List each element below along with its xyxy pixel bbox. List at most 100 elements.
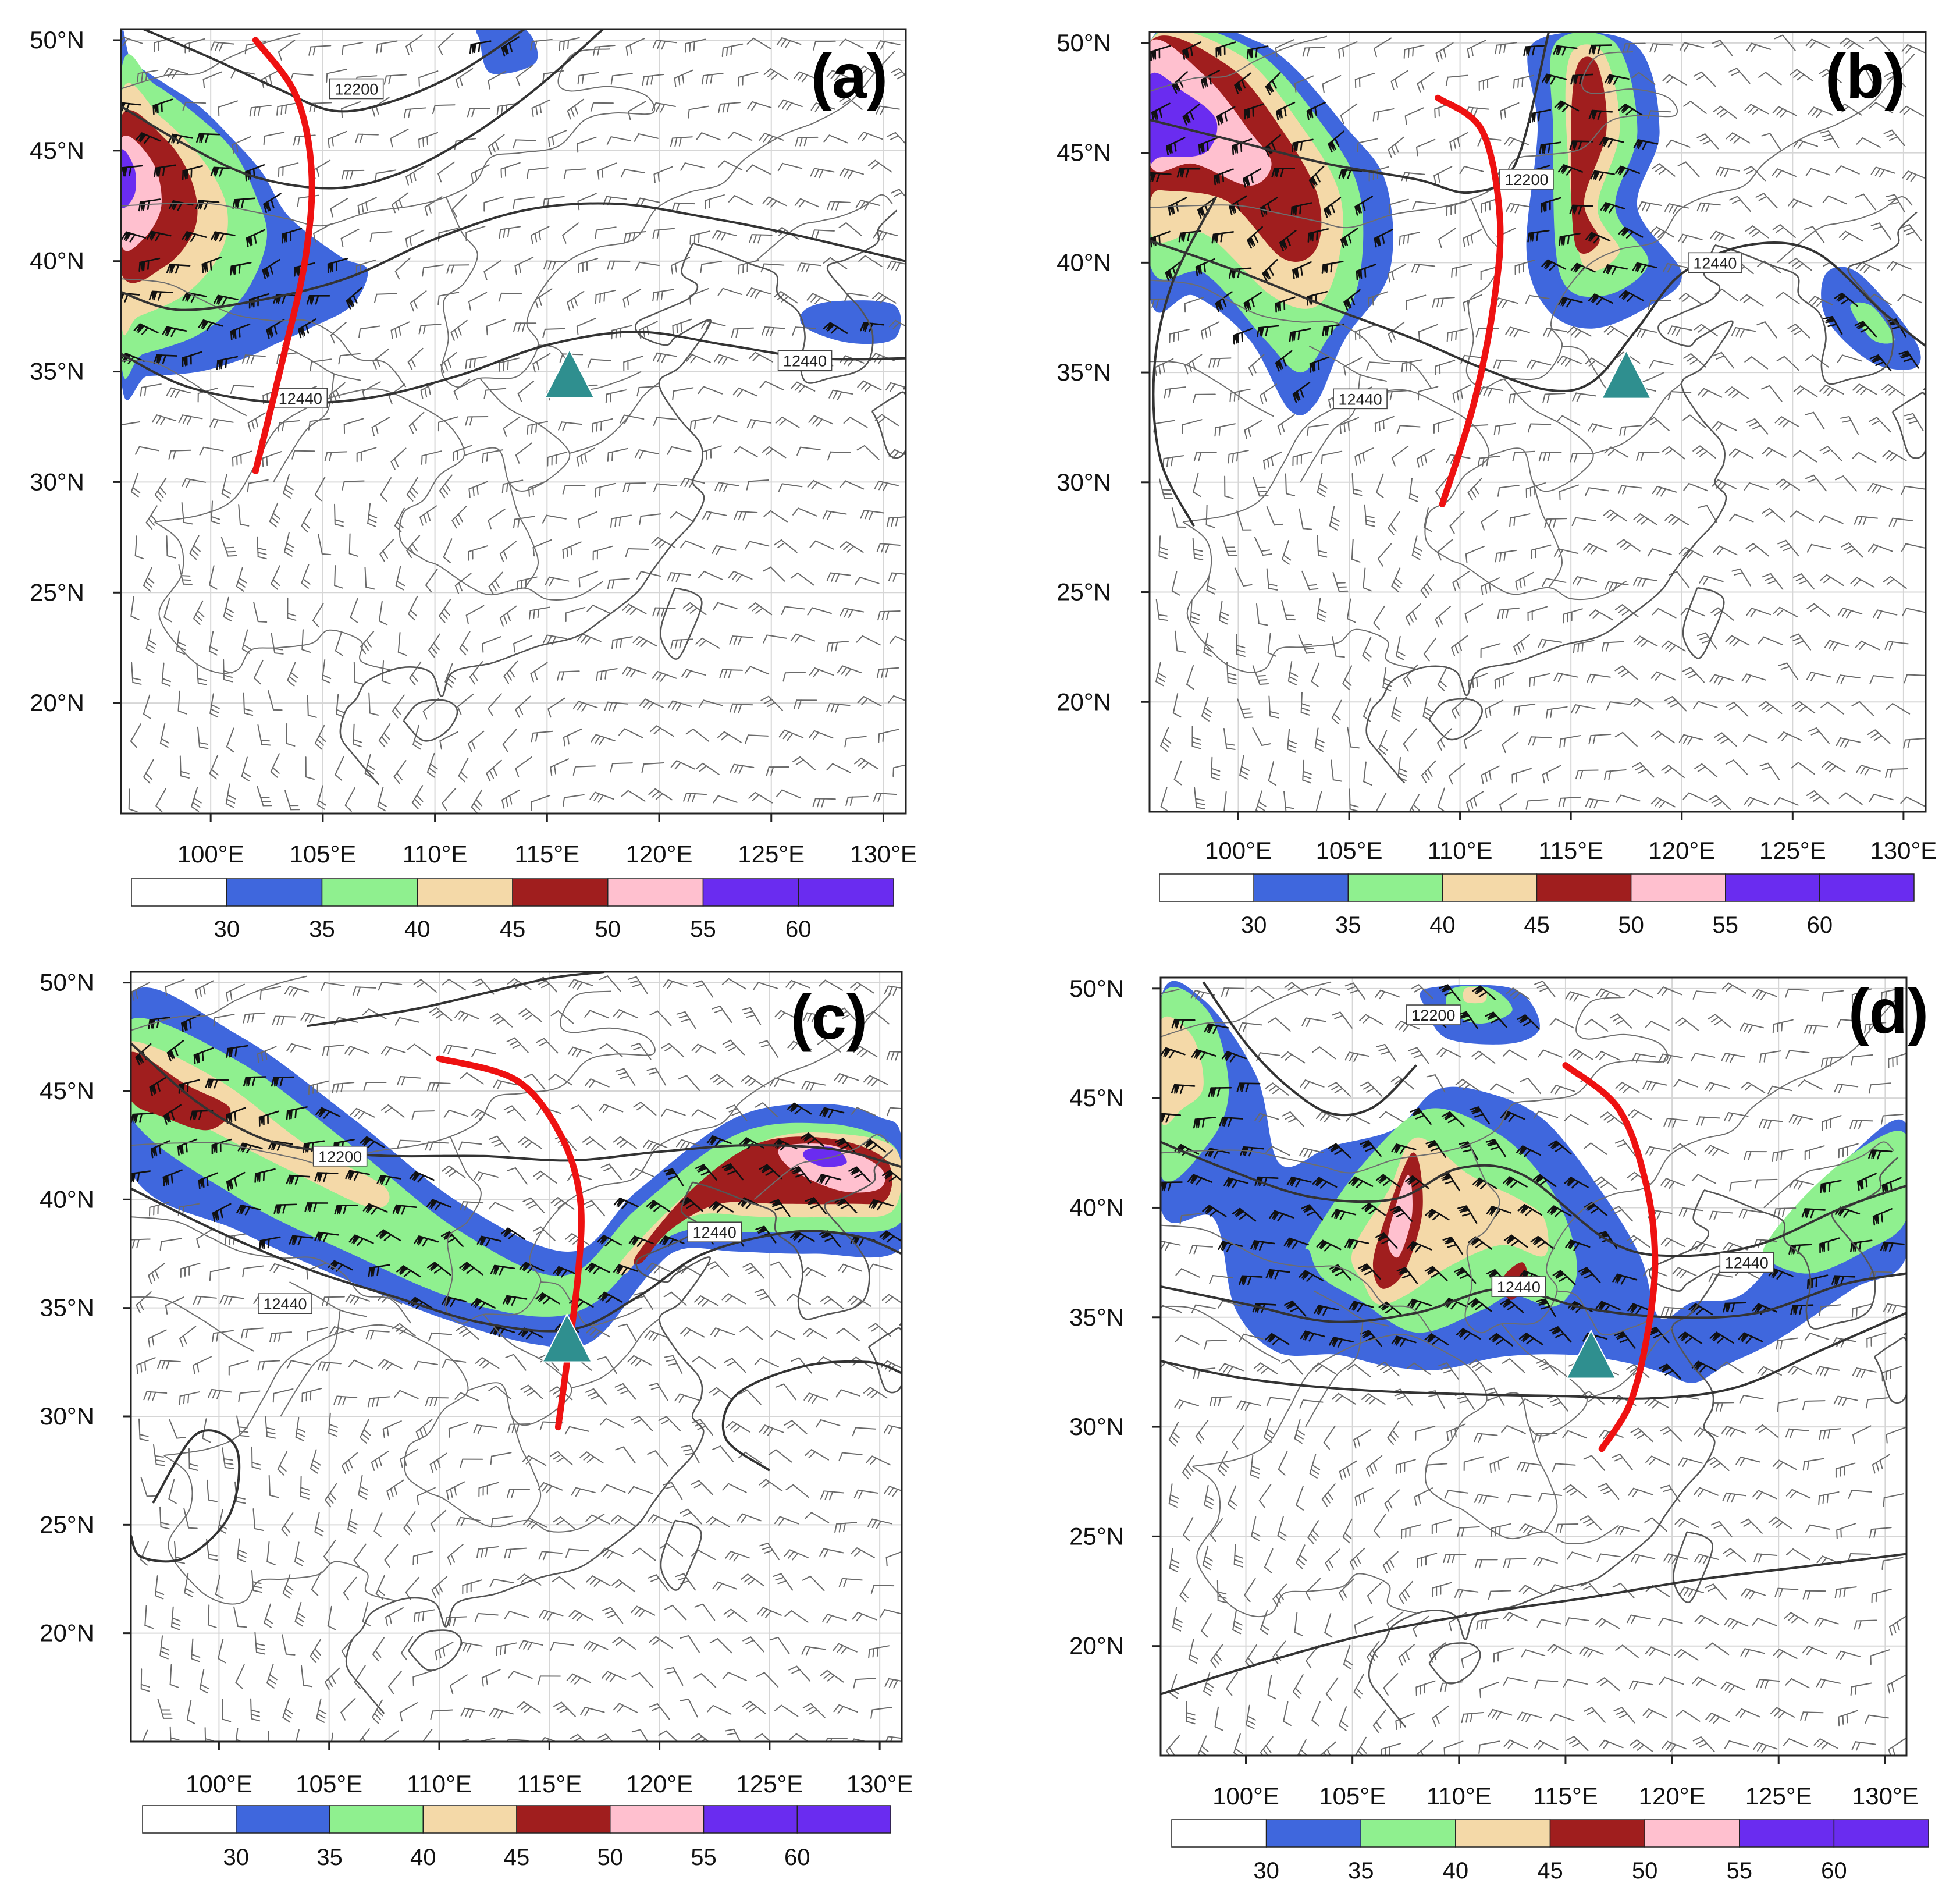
wind-barb	[1164, 386, 1186, 399]
wind-barb	[1872, 609, 1898, 619]
wind-barb	[1579, 1646, 1604, 1658]
wind-barb	[233, 1606, 247, 1628]
wind-barb	[1214, 423, 1236, 437]
wind-barb	[1678, 293, 1703, 305]
wind-barb	[1237, 698, 1254, 719]
wind-barb	[1652, 608, 1677, 619]
wind-barb	[1168, 1483, 1179, 1508]
colorbar-tick-label: 45	[500, 916, 526, 942]
wind-barb	[1758, 636, 1783, 645]
wind-barb	[693, 980, 714, 998]
wind-barb	[408, 411, 425, 434]
wind-barb	[670, 136, 693, 147]
wind-barb	[1329, 1337, 1354, 1348]
wind-barb	[311, 1571, 322, 1596]
wind-barb	[1595, 1618, 1620, 1629]
wind-barb	[1221, 987, 1245, 997]
wind-barb	[1449, 132, 1468, 151]
wind-barb	[1449, 511, 1465, 534]
wind-barb	[1452, 384, 1472, 403]
wind-barb	[1375, 473, 1384, 498]
wind-barb	[1585, 357, 1609, 370]
wind-barb	[489, 1578, 514, 1588]
wind-barb	[241, 354, 266, 364]
geopotential-contours	[121, 29, 906, 404]
wind-barb	[1158, 478, 1174, 499]
wind-barb	[415, 1419, 433, 1441]
wind-barb	[1852, 383, 1877, 395]
wind-barb	[1518, 1333, 1543, 1345]
contour-label: 12440	[1693, 254, 1737, 272]
wind-barb	[1880, 1113, 1904, 1125]
wind-barb	[340, 1698, 356, 1721]
wind-barb	[807, 607, 832, 616]
wind-barb	[1564, 1114, 1589, 1125]
wind-barb	[1431, 1519, 1452, 1534]
wind-barb	[1614, 604, 1639, 618]
wind-barb	[1617, 485, 1642, 495]
colorbar-tick-label: 50	[597, 1845, 624, 1870]
wind-barb	[1632, 262, 1657, 273]
contour-label: 12200	[1411, 1007, 1455, 1024]
wind-barb	[1652, 163, 1676, 177]
wind-barb	[1645, 1455, 1670, 1466]
lon-tick-label: 120°E	[626, 1770, 693, 1797]
wind-barb	[721, 978, 746, 990]
wind-barb	[531, 99, 551, 118]
wind-barb	[324, 1667, 340, 1690]
wind-barb	[585, 1388, 607, 1405]
coastline	[871, 391, 906, 459]
wind-barb	[507, 1489, 531, 1498]
wind-barb	[794, 198, 820, 208]
wind-barb	[1626, 1235, 1650, 1248]
wind-barb	[1525, 798, 1549, 810]
wind-barb	[881, 1170, 902, 1182]
wind-barb	[810, 168, 835, 179]
wind-barb	[567, 290, 585, 311]
wind-barb	[121, 421, 141, 426]
wind-barb	[362, 1008, 387, 1019]
wind-barb	[247, 412, 266, 432]
wind-barb	[312, 603, 324, 628]
wind-barb	[249, 105, 272, 117]
wind-barb	[1660, 1306, 1685, 1317]
wind-barb	[1773, 1649, 1798, 1660]
wind-barb	[431, 1576, 448, 1598]
wind-barb	[1542, 578, 1567, 587]
wind-barb	[745, 541, 770, 550]
wind-barb	[695, 762, 720, 775]
wind-barb	[1622, 42, 1646, 53]
wind-barb	[367, 1396, 390, 1408]
wind-barb	[254, 1168, 276, 1183]
wind-barb	[1426, 1074, 1446, 1093]
wind-barb	[507, 1739, 529, 1742]
wind-barb	[868, 1199, 894, 1211]
wind-barb	[1272, 1640, 1286, 1665]
wind-barb	[1387, 1420, 1400, 1445]
wind-barb	[850, 982, 874, 994]
wind-barb	[629, 1168, 655, 1178]
border-line	[1464, 999, 1897, 1334]
wind-barb	[1744, 797, 1769, 807]
wind-barb	[1266, 568, 1278, 591]
wind-barb	[729, 635, 753, 645]
wind-barb	[1160, 787, 1169, 812]
map-border	[1148, 31, 1927, 813]
wind-barb	[1567, 1551, 1592, 1560]
wind-barb	[577, 136, 597, 153]
map-background	[1161, 978, 1906, 1756]
wind-barb	[1744, 356, 1769, 370]
wind-barb	[443, 1109, 469, 1118]
wind-barb	[322, 1296, 345, 1306]
wind-barb	[300, 1665, 313, 1688]
wind-barb	[394, 257, 411, 280]
wind-barb	[1585, 798, 1610, 809]
wind-barb	[378, 1359, 403, 1371]
wind-barb	[1662, 1740, 1687, 1752]
wind-barb	[1850, 577, 1875, 588]
wind-barb	[524, 1073, 546, 1090]
wind-barb	[513, 196, 535, 209]
wind-barb	[437, 33, 454, 55]
wind-barb	[394, 1017, 419, 1026]
